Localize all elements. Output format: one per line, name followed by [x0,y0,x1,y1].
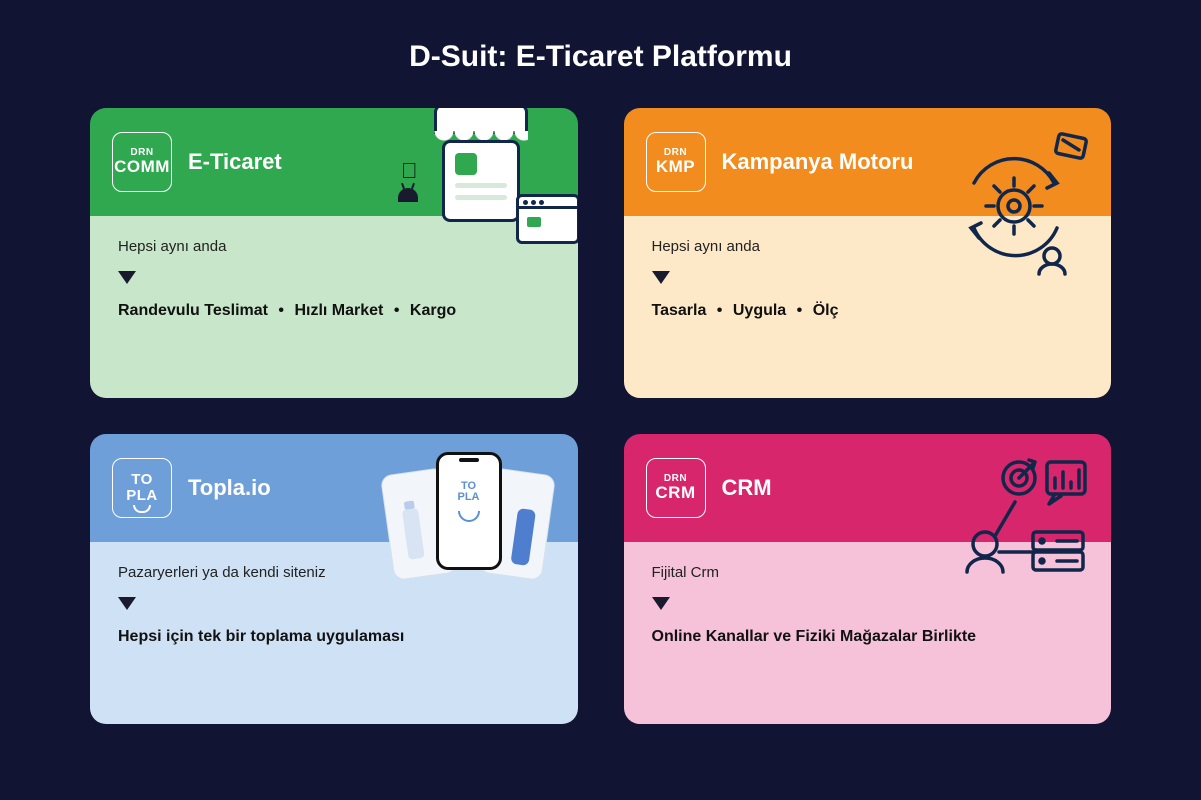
badge-comm: DRN COMM [112,132,172,192]
campaign-cycle-icon [939,128,1089,278]
android-icon [398,188,418,202]
feature-item: Ölç [813,302,839,319]
phone-products-icon: TOPLA [388,452,548,592]
card-header: TO PLA Topla.io TOPLA [90,434,578,542]
card-subtitle: Hepsi aynı anda [118,238,550,255]
badge-top: TO [131,472,153,488]
card-kampanya: DRN KMP Kampanya Motoru [624,108,1112,398]
card-features: Tasarla • Uygula • Ölç [652,302,1084,320]
badge-main: COMM [114,158,170,176]
badge-kmp: DRN KMP [646,132,706,192]
browser-window-icon [516,194,578,244]
badge-main: PLA [126,488,158,504]
card-topla: TO PLA Topla.io TOPLA Pazaryerleri ya da… [90,434,578,724]
badge-topla: TO PLA [112,458,172,518]
badge-main: KMP [656,158,695,176]
triangle-down-icon [652,597,670,610]
card-title: Kampanya Motoru [722,149,914,175]
card-title: CRM [722,475,772,501]
smile-icon [133,505,151,513]
feature-item: Tasarla [652,302,707,319]
storefront-icon [434,108,528,222]
triangle-down-icon [118,271,136,284]
cards-grid: DRN COMM E-Ticaret  Hepsi [90,108,1111,724]
badge-crm: DRN CRM [646,458,706,518]
feature-item: Hepsi için tek bir toplama uygulaması [118,628,404,645]
card-title: E-Ticaret [188,149,282,175]
feature-item: Randevulu Teslimat [118,302,268,319]
feature-item: Online Kanallar ve Fiziki Mağazalar Birl… [652,628,977,645]
feature-item: Hızlı Market [294,302,383,319]
card-features: Hepsi için tek bir toplama uygulaması [118,628,550,646]
feature-item: Kargo [410,302,456,319]
card-title: Topla.io [188,475,271,501]
badge-main: CRM [655,484,695,502]
triangle-down-icon [652,271,670,284]
apple-icon:  [401,158,418,184]
card-crm: DRN CRM CRM [624,434,1112,724]
card-body: Hepsi aynı anda Randevulu Teslimat • Hız… [90,216,578,398]
crm-analytics-icon [929,452,1089,602]
card-features: Online Kanallar ve Fiziki Mağazalar Birl… [652,628,1084,646]
feature-item: Uygula [733,302,786,319]
page-title: D-Suit: E-Ticaret Platformu [90,40,1111,74]
card-features: Randevulu Teslimat • Hızlı Market • Karg… [118,302,550,320]
triangle-down-icon [118,597,136,610]
card-eticaret: DRN COMM E-Ticaret  Hepsi [90,108,578,398]
card-header: DRN COMM E-Ticaret  [90,108,578,216]
